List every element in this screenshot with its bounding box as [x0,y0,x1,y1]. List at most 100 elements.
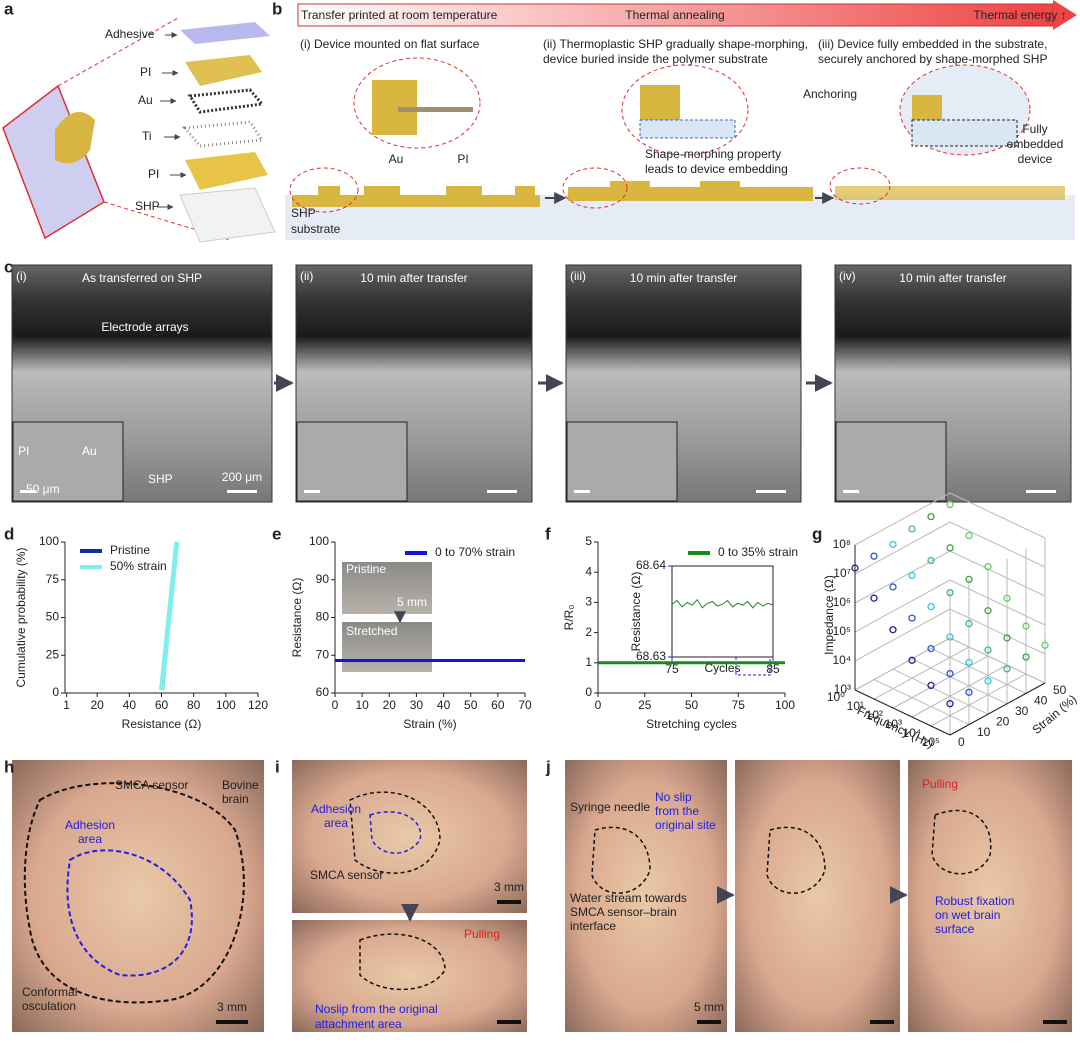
scale-bar [20,490,36,493]
annotation: device [1018,152,1053,166]
x-tick-label: 10³ [885,717,902,731]
x-tick-label: 10 [355,698,369,712]
annotation: area [78,832,102,846]
x-tick-label: 50 [464,698,478,712]
y-tick-label: 90 [316,572,330,586]
annotation: original site [655,818,716,832]
panel-label: c [4,257,13,276]
grid-line [949,492,1046,539]
electrode [318,186,340,195]
photo [908,760,1072,1032]
annotation: embedded [1007,137,1064,151]
series-line [671,598,774,609]
x-tick-label: 25 [638,698,652,712]
annotation: from the [655,804,699,818]
step-label: securely anchored by shape-morphed SHP [818,52,1047,66]
x-tick-label: 10¹ [847,699,864,713]
y-tick-label: 25 [46,647,60,661]
electrode [446,186,482,195]
image-title: 10 min after transfer [630,271,737,285]
scale-bar [227,490,257,493]
annotation: SHP [148,472,173,486]
x-tick-label: 85 [766,662,780,676]
sensor-outline [23,782,245,1004]
y-tick-label: 10⁴ [832,653,851,667]
x-axis-label: Resistance (Ω) [122,717,202,731]
grid-line [949,521,1046,568]
x-axis-label: Stretching cycles [646,717,737,731]
photo [12,760,264,1032]
layer [180,22,270,44]
data-point [946,544,954,552]
y-tick-label: 5 [585,534,592,548]
panel-label: j [545,757,551,776]
y-tick-label: 10⁸ [833,537,851,551]
scale-bar [843,490,859,493]
annotation: Pulling [922,777,958,791]
x-tick-label: 70 [518,698,532,712]
data-point [946,700,954,708]
y-axis-label: Cumulative probability (%) [14,547,28,687]
x-tick-label: 1 [63,698,70,712]
zoom-detail [639,119,736,139]
y-axis-label: Impedance (Ω) [822,575,836,655]
annotation: leads to device embedding [645,162,788,176]
electrode [610,181,650,187]
y-tick-label: 4 [585,564,592,578]
sensor-outline [766,826,826,894]
z-tick-label: 0 [958,735,965,749]
x-tick-label: 0 [595,698,602,712]
legend-label: 50% strain [110,559,167,573]
grid-line [930,647,1027,694]
data-point [908,656,916,664]
scale-label: 3 mm [217,1000,247,1014]
sensor-outline [359,933,446,991]
annotation: SMCA sensor–brain [570,905,677,919]
annotation: Au [389,152,404,166]
photo [565,760,727,1032]
adhesion-outline [369,811,422,854]
data-point [946,500,954,509]
legend-label: Pristine [110,543,150,557]
grid-line [854,608,951,662]
layer-label: Ti [142,129,152,143]
y-tick-label: 70 [316,647,330,661]
layer-label: Au [138,93,153,107]
data-point [889,583,897,591]
zoom-circle [829,167,891,205]
layer-label: SHP [135,199,160,213]
y-axis-label: R/R₀ [562,605,576,631]
sensor-outline [931,809,992,875]
data-point [965,619,973,628]
grid-line [949,608,1046,655]
panel-label: d [4,524,14,543]
layer [187,88,265,114]
grid-line [949,550,1046,597]
electrode [700,181,740,187]
annotation: Electrode arrays [101,320,188,334]
x-axis-label: Cycles [704,661,740,675]
annotation: PI [18,444,29,458]
process-label: Thermal annealing [625,8,724,22]
data-point [870,552,878,560]
annotation: Fully [1022,122,1047,136]
scale-bar [216,1020,248,1024]
layer-label: PI [140,65,151,79]
annotation: surface [935,922,975,936]
scale-label: 200 μm [222,470,262,484]
scale-bar [574,490,590,493]
x-tick-label: 20 [90,698,104,712]
x-tick-label: 20 [383,698,397,712]
device [292,195,540,207]
grid-line [854,550,951,604]
grid-line [911,658,1008,705]
step-label: device buried inside the polymer substra… [543,52,768,66]
data-point [984,563,992,571]
panel-label: f [545,524,551,543]
y-tick-label: 10⁵ [833,624,851,638]
sem-inset [296,421,408,502]
data-point [965,688,973,696]
data-point [1041,641,1049,649]
data-point [946,669,954,678]
data-point [927,602,935,611]
